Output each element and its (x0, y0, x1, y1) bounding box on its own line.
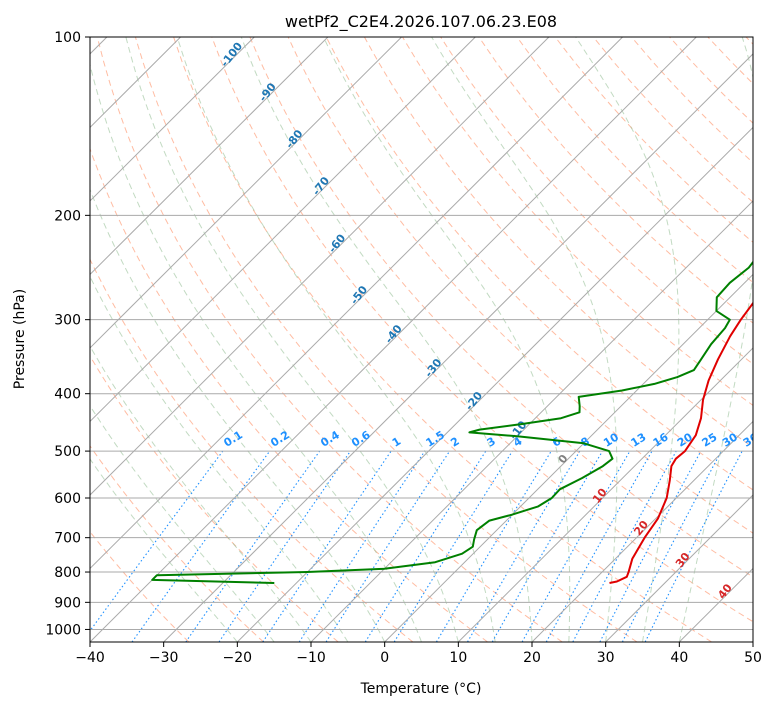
y-tick-label: 1000 (45, 622, 81, 638)
profile-series (151, 260, 753, 584)
plot-frame (89, 36, 754, 643)
mixing-ratio-line (218, 450, 351, 642)
dewpoint-profile-line (151, 260, 753, 584)
mixing-ratio-line (262, 450, 392, 642)
mixing-ratio-line (644, 450, 743, 642)
x-tick-label: −30 (149, 650, 179, 666)
moist-adiabat (90, 188, 386, 642)
isotherm-line (236, 126, 753, 642)
y-tick-label: 100 (54, 30, 81, 46)
mixing-ratio-line (521, 450, 631, 642)
x-axis-label: Temperature (°C) (360, 681, 482, 697)
y-tick-label: 500 (54, 444, 81, 460)
y-tick-label: 600 (54, 491, 81, 507)
mixing-ratio-line (90, 450, 224, 632)
moist-adiabat (90, 458, 238, 642)
x-axis-ticks: −40 −30 −20 −10 0 10 20 30 40 50 (75, 642, 762, 666)
moist-adiabat (90, 62, 422, 642)
isotherm-line (310, 200, 753, 642)
isotherm-line (90, 37, 402, 349)
isotherm-line (90, 37, 697, 642)
y-axis-ticks: 100 200 300 400 500 600 700 800 900 1000 (45, 30, 90, 638)
dry-adiabat (325, 37, 753, 491)
isotherm-line (531, 420, 753, 642)
moist-adiabat (90, 404, 275, 642)
mixing-ratio-line (298, 450, 426, 642)
y-tick-label: 300 (54, 313, 81, 329)
dry-adiabat (211, 37, 753, 623)
isotherm-line (457, 347, 753, 642)
x-tick-label: 40 (670, 650, 688, 666)
dry-adiabat (249, 37, 753, 578)
temperature-profile-line (609, 301, 753, 584)
isotherm-line (90, 37, 623, 570)
isotherm-line (384, 273, 753, 642)
moist-adiabat (678, 37, 753, 642)
mixing-ratio-line (185, 450, 321, 642)
mixing-ratio-line (572, 450, 677, 642)
chart-title: wetPf2_C2E4.2026.107.06.23.E08 (285, 12, 557, 32)
x-tick-label: −40 (75, 650, 105, 666)
isotherm-line (90, 37, 476, 423)
y-tick-label: 700 (54, 531, 81, 547)
x-tick-label: −20 (223, 650, 253, 666)
isotherm-line (605, 494, 753, 642)
y-axis-label: Pressure (hPa) (12, 289, 28, 389)
grid-lines (90, 37, 753, 642)
dry-adiabat (173, 37, 712, 642)
dry-adiabat (516, 37, 753, 284)
moist-adiabat (240, 37, 533, 642)
dry-adiabat (287, 37, 753, 534)
x-tick-label: 10 (449, 650, 467, 666)
dry-adiabat (90, 258, 414, 642)
dry-adiabat (134, 37, 638, 642)
isotherm-line (90, 37, 550, 496)
x-tick-label: −10 (296, 650, 326, 666)
y-tick-label: 900 (54, 595, 81, 611)
dry-adiabat (90, 445, 264, 642)
mixing-ratio-line (545, 450, 653, 642)
mixing-ratio-line (325, 450, 451, 642)
moist-adiabat (176, 37, 496, 642)
y-tick-label: 400 (54, 387, 81, 403)
x-tick-label: 30 (597, 650, 615, 666)
isotherm-line (90, 37, 255, 202)
x-tick-label: 50 (744, 650, 762, 666)
x-tick-label: 0 (380, 650, 389, 666)
moist-adiabat (575, 37, 680, 642)
isotherm-line (90, 37, 329, 276)
dry-adiabat (90, 355, 339, 642)
mixing-ratio-line (364, 450, 487, 642)
dry-adiabat (96, 37, 563, 642)
mixing-ratio-line (393, 450, 513, 642)
moist-adiabat (125, 37, 459, 642)
background-lines (90, 37, 753, 642)
y-tick-label: 800 (54, 565, 81, 581)
plot-area (90, 37, 753, 642)
moist-adiabat (90, 275, 349, 642)
moist-adiabat (431, 37, 618, 642)
mixing-ratio-line (131, 450, 271, 642)
x-tick-label: 20 (523, 650, 541, 666)
isotherm-line (163, 53, 753, 642)
y-tick-label: 200 (54, 208, 81, 224)
isotherm-line (752, 641, 753, 642)
